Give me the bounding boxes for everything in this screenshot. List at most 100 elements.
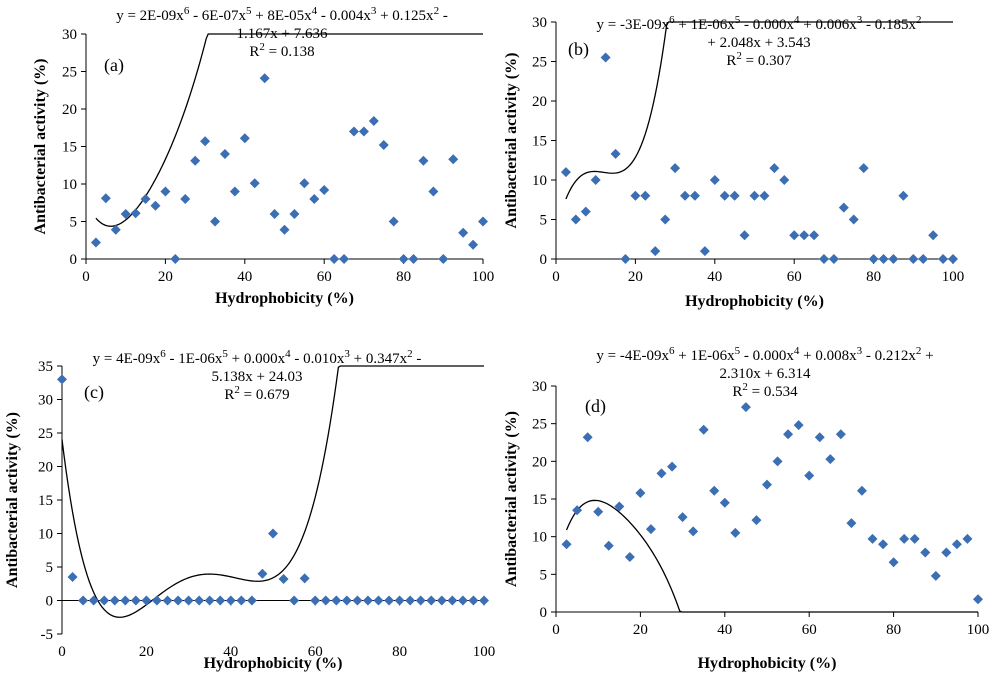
data-point-marker [630,190,641,201]
data-point-marker [289,595,300,606]
y-tick-label: -5 [41,627,54,643]
chart-panel-b: 0 5 10 15 20 25 30 0 20 40 60 80 100 Hydrophobicity (… [503,14,964,310]
data-point-marker [769,163,780,174]
data-point-marker [624,552,635,563]
trendline-curve [61,365,484,618]
data-point-marker [269,209,280,219]
x-tick-label: 40 [237,269,252,285]
data-point-marker [468,595,479,606]
data-point-marker [436,595,447,606]
data-point-marker [331,595,342,606]
data-point-marker [709,175,720,185]
x-tick-label: 80 [866,269,881,285]
data-point-marker [120,595,131,606]
y-tick-label: 0 [540,605,548,621]
data-point-marker [160,186,171,197]
data-point-marker [572,505,583,516]
r-squared-label: R2 = 0.679 [224,384,289,403]
data-point-marker [719,497,730,508]
data-point-marker [856,485,867,496]
data-point-marker [183,595,194,606]
data-point-marker [373,595,384,606]
data-point-marker [898,190,909,201]
data-point-marker [698,424,709,435]
y-tick-label: 30 [38,393,53,409]
data-point-marker [582,432,593,443]
x-tick-label: 100 [942,269,965,285]
data-point-marker [309,194,320,204]
data-point-marker [194,595,205,606]
y-tick-label: 20 [38,460,53,476]
data-point-marker [180,194,191,204]
data-point-marker [828,254,839,264]
r-squared-label: R2 = 0.138 [249,41,314,60]
data-point-marker [352,595,363,606]
data-point-marker [688,526,699,537]
chart-panel-d: 0 5 10 15 20 25 30 0 20 40 60 80 100 Hydrophobicity (… [503,345,989,672]
data-point-marker [908,254,919,264]
data-point-marker [600,52,611,63]
data-point-marker [838,202,849,213]
y-tick-label: 30 [62,27,77,43]
x-tick-label: 40 [717,622,732,638]
data-point-marker [603,540,614,551]
r-squared-label: R2 = 0.534 [732,381,798,400]
data-point-marker [319,185,330,195]
data-point-marker [151,595,162,606]
data-point-marker [368,116,379,126]
x-tick-label: 80 [886,622,901,638]
data-point-marker [749,190,760,201]
data-point-marker [405,595,416,606]
data-point-marker [899,533,910,544]
x-axis-title: Hydrophobicity (%) [698,655,837,672]
data-point-marker [709,485,720,496]
x-tick-label: 40 [707,269,722,285]
x-tick-label: 0 [82,269,90,285]
data-point-marker [938,254,949,264]
data-point-marker [398,254,409,264]
x-tick-label: 0 [552,269,560,285]
data-point-marker [110,224,121,235]
data-point-marker [635,487,646,498]
data-point-marker [394,595,405,606]
y-tick-label: 20 [62,102,77,118]
data-point-marker [90,237,101,248]
data-point-marker [362,595,373,606]
y-axis-title: Antibacterial activity (%) [503,411,520,587]
data-point-marker [339,254,350,264]
data-point-marker [130,208,141,219]
data-point-marker [909,533,920,544]
data-point-marker [236,595,247,606]
y-tick-label: 0 [70,252,78,268]
data-point-marker [100,193,111,204]
data-point-marker [580,206,591,217]
y-tick-label: 25 [532,55,547,71]
data-point-marker [799,230,810,241]
data-point-marker [835,429,846,440]
y-tick-label: 10 [62,177,77,193]
y-axis-title: Antibacterial activity (%) [32,59,49,235]
data-point-marker [204,595,215,606]
data-point-marker [200,136,211,147]
data-point-marker [878,254,889,264]
data-point-marker [257,568,268,579]
data-point-marker [289,209,300,219]
y-tick-label: 15 [532,492,547,508]
x-tick-label: 100 [967,622,990,638]
regression-equation-line: 2.310x + 6.314 [720,366,811,382]
data-point-marker [249,178,260,189]
data-point-marker [229,186,240,197]
data-point-marker [814,432,825,443]
data-point-marker [825,454,836,465]
data-point-marker [930,570,941,581]
data-point-marker [378,140,389,150]
trendline-curve [95,33,483,227]
data-point-marker [310,595,321,606]
data-point-marker [809,230,820,241]
data-point-marker [428,186,439,197]
data-point-marker [590,175,601,185]
data-point-marker [299,178,310,189]
y-tick-label: 30 [532,15,547,31]
